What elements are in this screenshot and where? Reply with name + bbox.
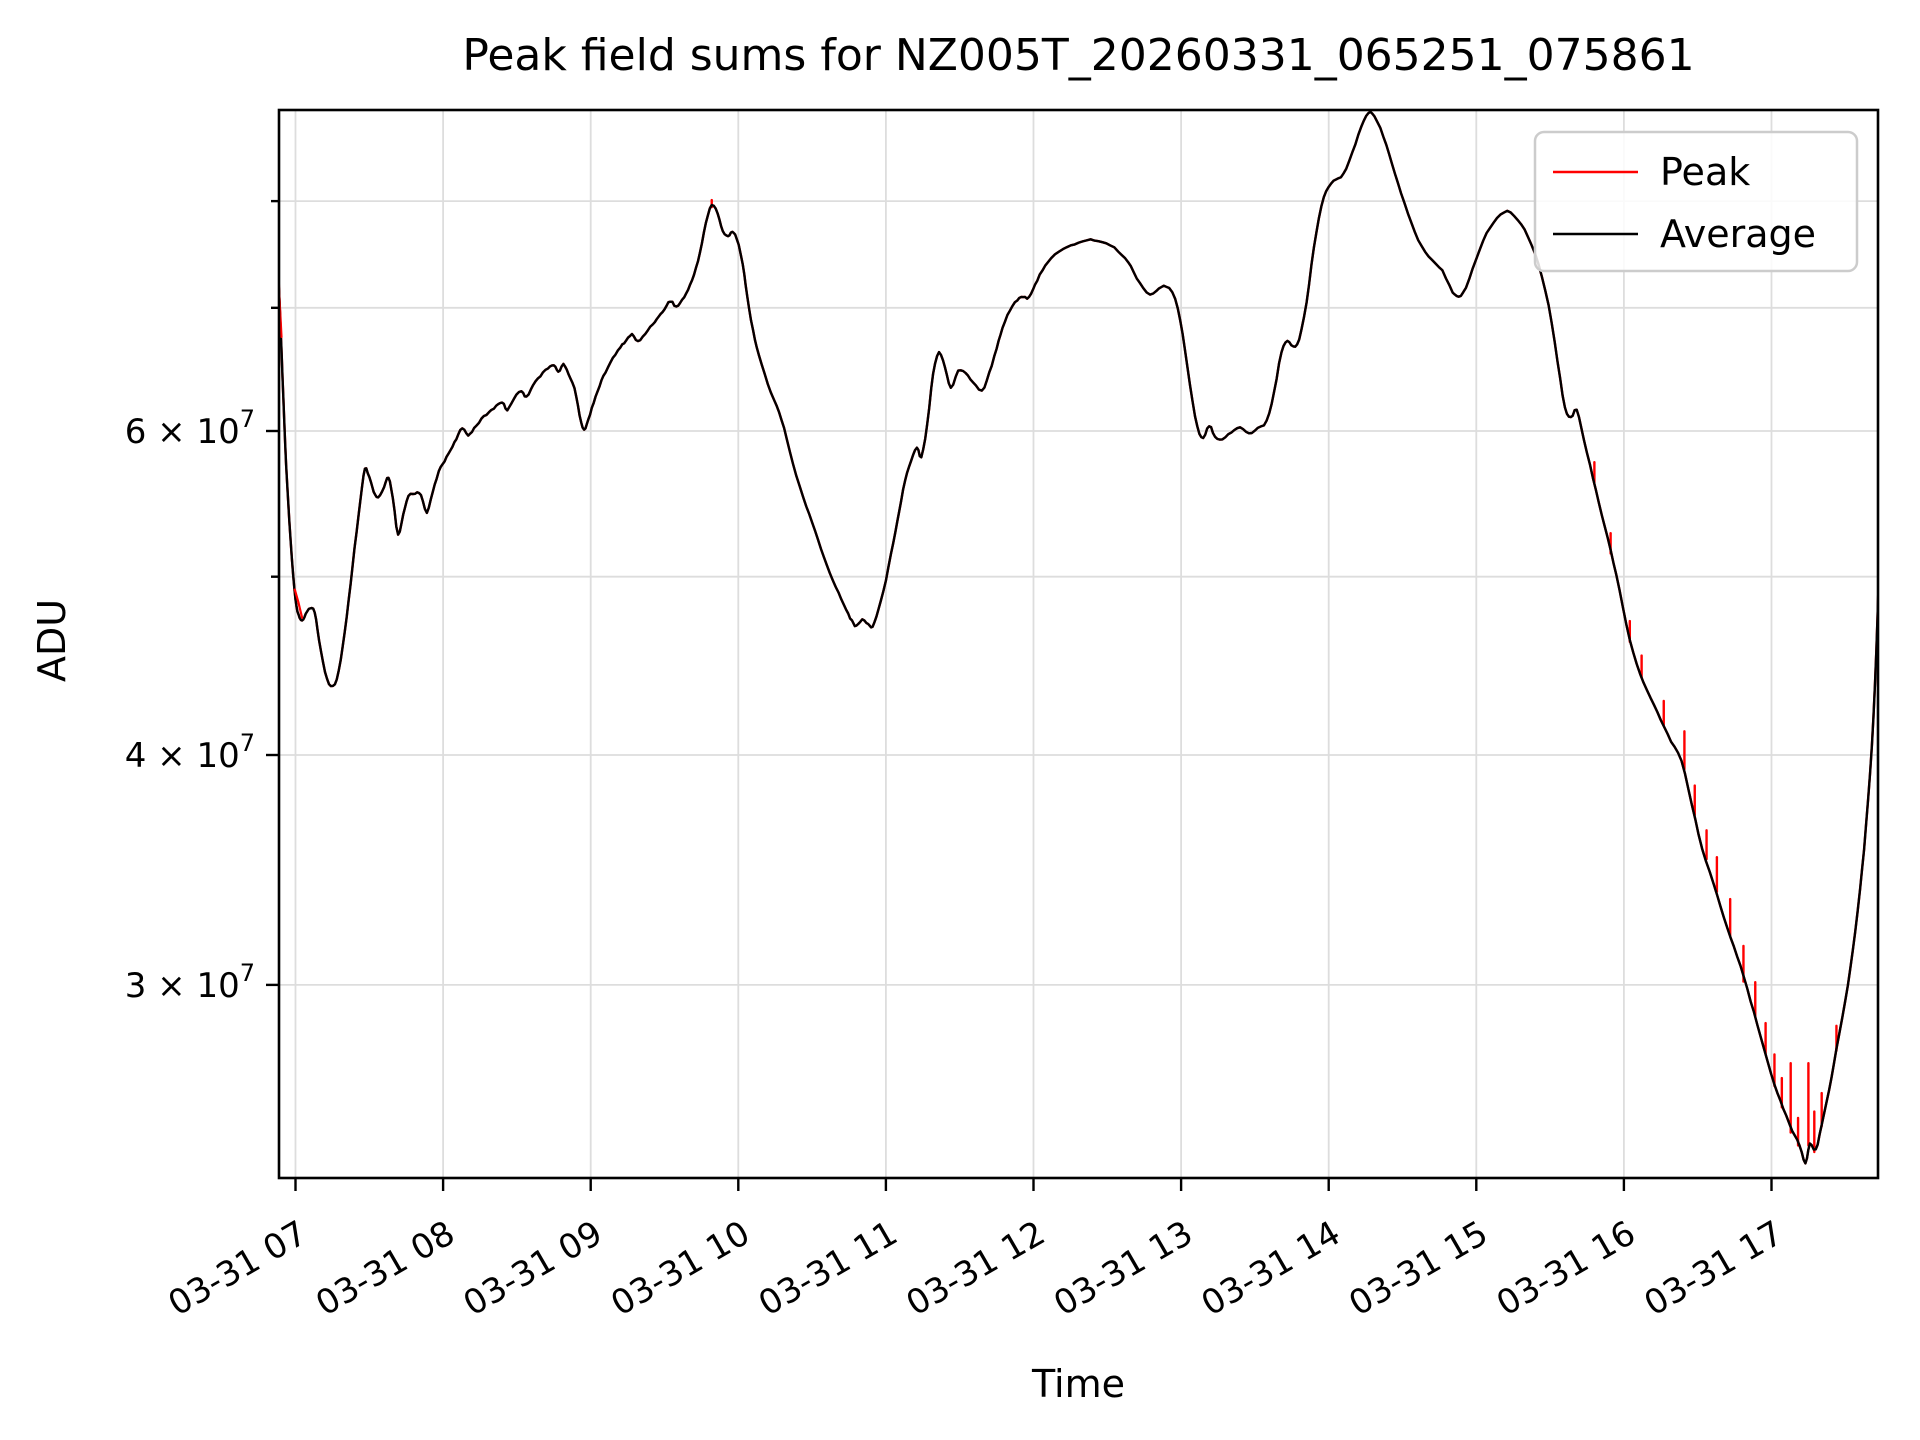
series-average-line xyxy=(280,111,1877,1165)
peak-fringe xyxy=(293,588,304,619)
chart-title: Peak field sums for NZ005T_20260331_0652… xyxy=(462,30,1695,81)
tick-marks xyxy=(266,199,1773,1191)
axes-spines xyxy=(277,108,1880,1180)
y-tick-labels: 6 × 107 4 × 107 3 × 107 xyxy=(125,405,255,1006)
y-axis-label: ADU xyxy=(30,598,74,682)
legend-frame xyxy=(1533,130,1859,273)
y-tick-label: 4 × 107 xyxy=(125,729,255,776)
x-axis-label: Time xyxy=(1032,1362,1125,1406)
series-group xyxy=(280,111,1877,1165)
legend: Peak Average xyxy=(1533,130,1859,273)
legend-label: Peak xyxy=(1660,150,1750,194)
legend-label: Average xyxy=(1660,212,1816,256)
y-tick-label: 3 × 107 xyxy=(125,959,255,1006)
y-tick-label: 6 × 107 xyxy=(125,405,255,452)
peak-fringe xyxy=(280,283,283,338)
axes-background xyxy=(279,110,1878,1178)
